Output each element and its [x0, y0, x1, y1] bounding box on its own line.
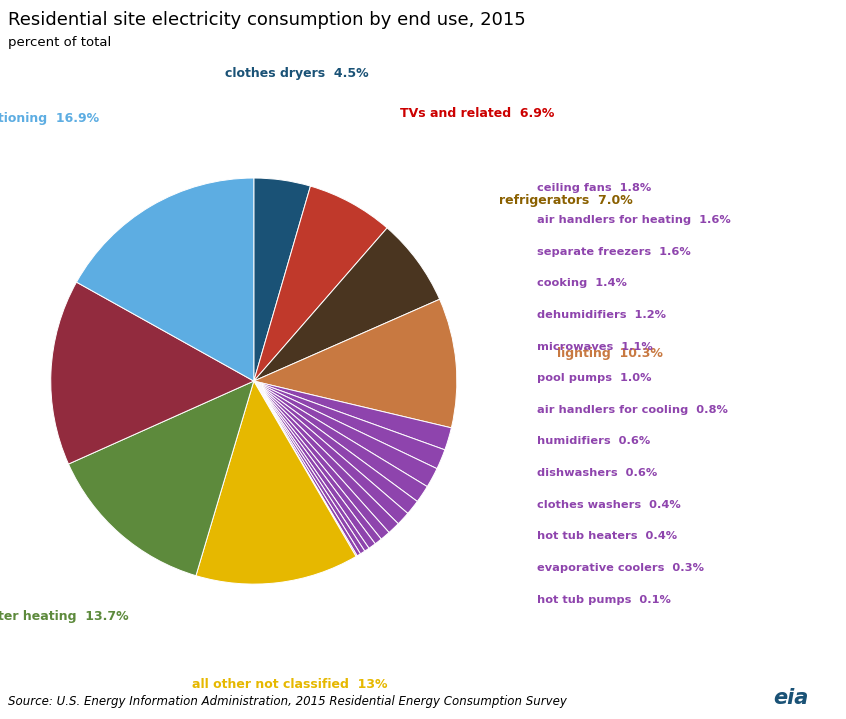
Text: microwaves  1.1%: microwaves 1.1% [537, 342, 653, 352]
Text: dehumidifiers  1.2%: dehumidifiers 1.2% [537, 310, 666, 320]
Wedge shape [254, 381, 365, 554]
Wedge shape [254, 178, 310, 381]
Text: eia: eia [773, 688, 809, 708]
Wedge shape [254, 381, 452, 450]
Text: cooking  1.4%: cooking 1.4% [537, 278, 627, 288]
Text: humidifiers  0.6%: humidifiers 0.6% [537, 436, 651, 446]
Wedge shape [254, 381, 445, 469]
Wedge shape [254, 381, 398, 533]
Text: percent of total: percent of total [8, 36, 112, 49]
Wedge shape [254, 381, 360, 556]
Wedge shape [254, 381, 382, 544]
Wedge shape [254, 381, 437, 487]
Wedge shape [254, 381, 408, 523]
Wedge shape [254, 186, 387, 381]
Wedge shape [254, 381, 375, 549]
Text: clothes washers  0.4%: clothes washers 0.4% [537, 500, 681, 510]
Wedge shape [254, 381, 417, 513]
Text: air conditioning  16.9%: air conditioning 16.9% [0, 112, 100, 125]
Text: ceiling fans  1.8%: ceiling fans 1.8% [537, 183, 651, 193]
Wedge shape [254, 299, 457, 428]
Wedge shape [254, 381, 427, 501]
Wedge shape [76, 178, 254, 381]
Wedge shape [196, 381, 356, 584]
Wedge shape [254, 381, 389, 539]
Text: air handlers for heating  1.6%: air handlers for heating 1.6% [537, 215, 731, 225]
Text: lighting  10.3%: lighting 10.3% [558, 347, 663, 360]
Text: all other not classified  13%: all other not classified 13% [192, 679, 387, 692]
Text: clothes dryers  4.5%: clothes dryers 4.5% [225, 67, 369, 80]
Text: refrigerators  7.0%: refrigerators 7.0% [499, 194, 633, 207]
Text: hot tub pumps  0.1%: hot tub pumps 0.1% [537, 595, 671, 605]
Wedge shape [51, 282, 254, 464]
Text: dishwashers  0.6%: dishwashers 0.6% [537, 468, 657, 478]
Text: pool pumps  1.0%: pool pumps 1.0% [537, 373, 651, 383]
Text: Residential site electricity consumption by end use, 2015: Residential site electricity consumption… [8, 11, 526, 29]
Wedge shape [254, 228, 440, 381]
Text: TVs and related  6.9%: TVs and related 6.9% [399, 107, 554, 120]
Text: Source: U.S. Energy Information Administration, 2015 Residential Energy Consumpt: Source: U.S. Energy Information Administ… [8, 695, 568, 708]
Wedge shape [254, 381, 369, 551]
Text: hot tub heaters  0.4%: hot tub heaters 0.4% [537, 531, 678, 541]
Text: water heating  13.7%: water heating 13.7% [0, 610, 129, 623]
Text: air handlers for cooling  0.8%: air handlers for cooling 0.8% [537, 405, 728, 415]
Wedge shape [254, 381, 357, 557]
Wedge shape [69, 381, 254, 576]
Text: separate freezers  1.6%: separate freezers 1.6% [537, 247, 691, 257]
Text: evaporative coolers  0.3%: evaporative coolers 0.3% [537, 563, 704, 573]
